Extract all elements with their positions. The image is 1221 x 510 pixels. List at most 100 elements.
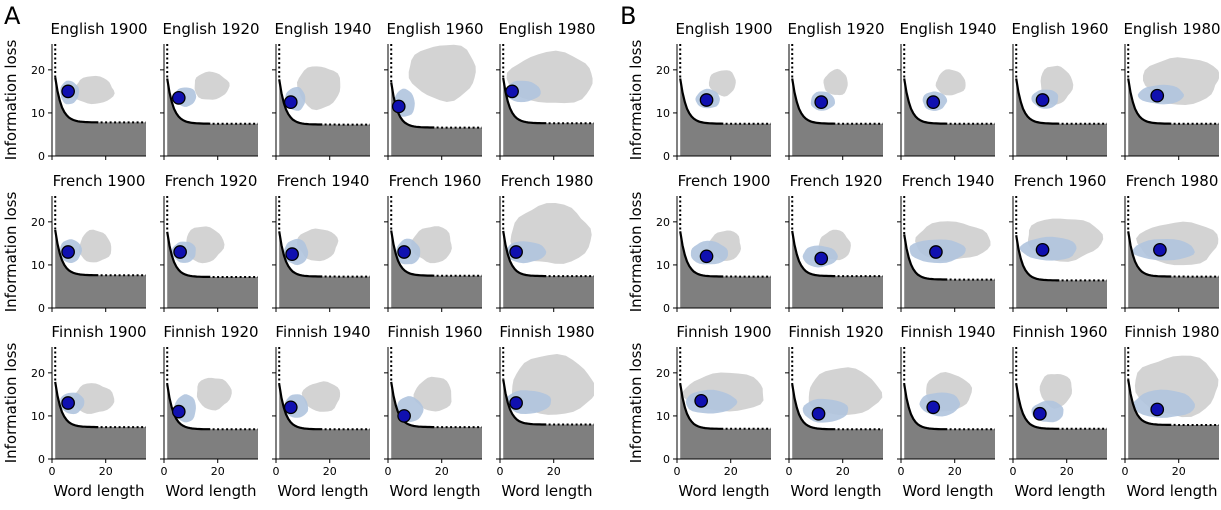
cloud-all-languages bbox=[79, 230, 112, 263]
subplot-title: French 1940 bbox=[902, 172, 995, 190]
observed-point bbox=[398, 410, 410, 422]
y-tick-label: 0 bbox=[38, 150, 45, 163]
y-tick-label: 10 bbox=[31, 107, 45, 120]
observed-point bbox=[927, 96, 939, 108]
subplot-b-french-1940: French 1940 bbox=[897, 172, 995, 312]
x-tick-label: 0 bbox=[161, 465, 168, 478]
x-axis-label: Word length bbox=[790, 482, 881, 500]
subplot-title: Finnish 1920 bbox=[163, 323, 258, 341]
subplot-title: English 1940 bbox=[274, 20, 371, 38]
y-tick-label: 20 bbox=[656, 216, 670, 229]
y-axis-label: Information loss bbox=[2, 40, 20, 161]
observed-point bbox=[62, 397, 74, 409]
y-tick-label: 20 bbox=[31, 64, 45, 77]
subplot-title: Finnish 1900 bbox=[676, 323, 771, 341]
observed-point bbox=[815, 96, 827, 108]
subplot-a-english-1980: English 1980 bbox=[496, 20, 596, 160]
y-tick-label: 0 bbox=[663, 453, 670, 466]
observed-point bbox=[812, 408, 824, 420]
subplot-title: English 1980 bbox=[498, 20, 595, 38]
x-tick-label: 20 bbox=[1060, 465, 1074, 478]
cloud-all-languages bbox=[195, 72, 230, 100]
cloud-all-languages bbox=[197, 378, 232, 411]
observed-point bbox=[173, 92, 185, 104]
x-tick-label: 20 bbox=[948, 465, 962, 478]
observed-point bbox=[1151, 89, 1163, 101]
y-axis-label: Information loss bbox=[627, 343, 645, 464]
observed-point bbox=[506, 85, 518, 97]
x-tick-label: 0 bbox=[497, 465, 504, 478]
subplot-b-english-1960: English 1960 bbox=[1009, 20, 1109, 160]
cloud-attested bbox=[919, 393, 960, 417]
x-axis-label: Word length bbox=[902, 482, 993, 500]
observed-point bbox=[62, 85, 74, 97]
y-tick-label: 0 bbox=[663, 150, 670, 163]
x-tick-label: 0 bbox=[1122, 465, 1129, 478]
observed-point bbox=[173, 405, 185, 417]
observed-point bbox=[285, 401, 297, 413]
subplot-title: Finnish 1960 bbox=[1012, 323, 1107, 341]
x-tick-label: 20 bbox=[1172, 465, 1186, 478]
x-tick-label: 20 bbox=[435, 465, 449, 478]
x-tick-label: 20 bbox=[99, 465, 113, 478]
observed-point bbox=[1151, 403, 1163, 415]
y-tick-label: 20 bbox=[656, 64, 670, 77]
subplot-title: English 1920 bbox=[162, 20, 259, 38]
y-tick-label: 10 bbox=[31, 410, 45, 423]
cloud-all-languages bbox=[73, 76, 115, 104]
observed-point bbox=[1036, 94, 1048, 106]
cloud-all-languages bbox=[824, 69, 848, 95]
observed-point bbox=[398, 246, 410, 258]
y-axis-label: Information loss bbox=[627, 40, 645, 161]
subplot-title: French 1980 bbox=[1126, 172, 1219, 190]
x-axis-label: Word length bbox=[501, 482, 592, 500]
observed-point bbox=[815, 252, 827, 264]
observed-point bbox=[510, 397, 522, 409]
subplot-title: Finnish 1980 bbox=[1124, 323, 1219, 341]
subplot-title: Finnish 1940 bbox=[275, 323, 370, 341]
x-tick-label: 0 bbox=[273, 465, 280, 478]
infeasible-region bbox=[904, 44, 995, 156]
cloud-all-languages bbox=[409, 45, 476, 102]
subplot-a-french-1960: French 1960 bbox=[384, 172, 482, 312]
y-tick-label: 0 bbox=[38, 453, 45, 466]
subplot-a-french-1940: French 1940 bbox=[272, 172, 370, 312]
subplot-title: English 1900 bbox=[675, 20, 772, 38]
observed-point bbox=[510, 246, 522, 258]
subplot-a-english-1960: English 1960 bbox=[384, 20, 484, 160]
x-axis-label: Word length bbox=[1126, 482, 1217, 500]
observed-point bbox=[174, 246, 186, 258]
subplot-b-english-1940: English 1940 bbox=[897, 20, 997, 160]
y-tick-label: 20 bbox=[31, 216, 45, 229]
subplot-title: French 1960 bbox=[1014, 172, 1107, 190]
x-tick-label: 20 bbox=[836, 465, 850, 478]
y-tick-label: 10 bbox=[656, 259, 670, 272]
subplot-title: English 1900 bbox=[50, 20, 147, 38]
x-axis-label: Word length bbox=[53, 482, 144, 500]
y-tick-label: 20 bbox=[31, 367, 45, 380]
subplot-b-french-1960: French 1960 bbox=[1009, 172, 1107, 312]
infeasible-region bbox=[680, 44, 771, 156]
infeasible-region bbox=[792, 44, 883, 156]
subplot-title: French 1920 bbox=[165, 172, 258, 190]
x-tick-label: 0 bbox=[49, 465, 56, 478]
subplot-a-french-1920: French 1920 bbox=[160, 172, 258, 312]
observed-point bbox=[286, 248, 298, 260]
y-axis-label: Information loss bbox=[2, 343, 20, 464]
x-tick-label: 0 bbox=[786, 465, 793, 478]
observed-point bbox=[695, 395, 707, 407]
subplot-a-english-1940: English 1940 bbox=[272, 20, 372, 160]
x-axis-label: Word length bbox=[678, 482, 769, 500]
subplot-title: French 1980 bbox=[501, 172, 594, 190]
x-tick-label: 20 bbox=[323, 465, 337, 478]
y-tick-label: 20 bbox=[656, 367, 670, 380]
observed-point bbox=[1036, 244, 1048, 256]
x-axis-label: Word length bbox=[1014, 482, 1105, 500]
